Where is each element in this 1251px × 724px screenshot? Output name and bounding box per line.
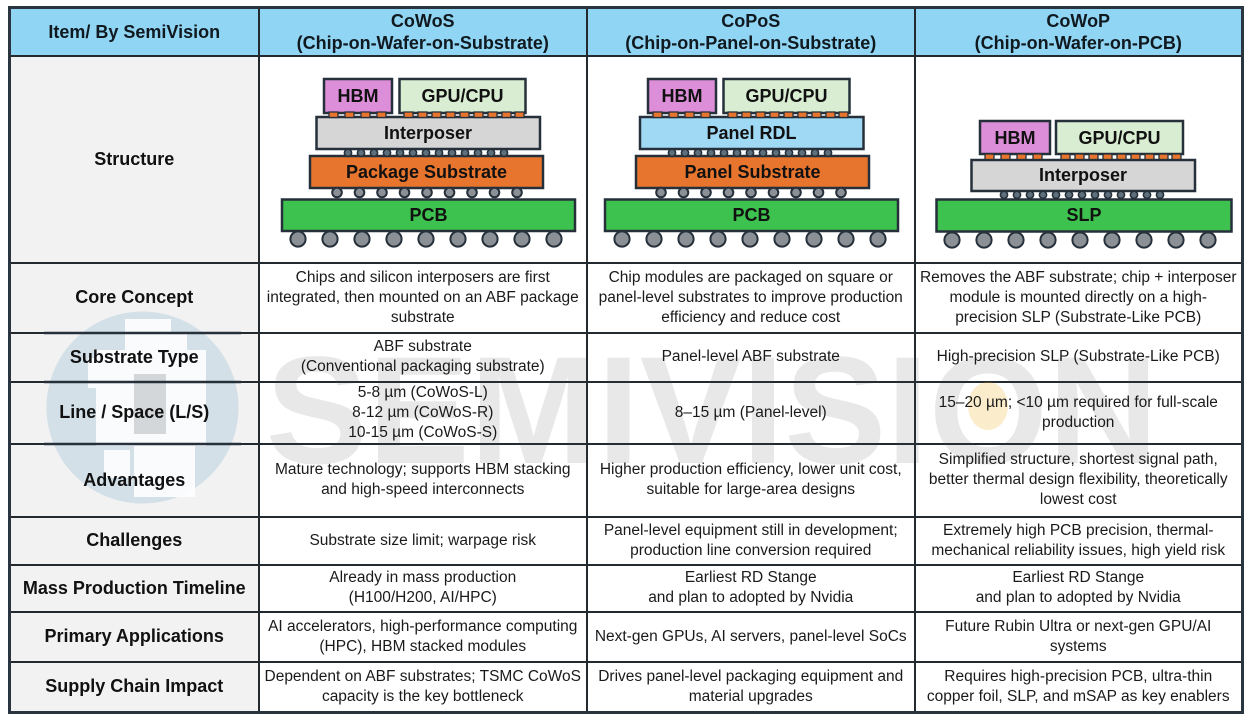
svg-text:Package Substrate: Package Substrate [345,162,506,182]
svg-text:HBM: HBM [337,86,378,106]
svg-text:Panel Substrate: Panel Substrate [684,162,820,182]
svg-text:SLP: SLP [1066,205,1101,225]
svg-text:HBM: HBM [994,128,1035,148]
svg-text:PCB: PCB [409,205,447,225]
svg-text:Panel RDL: Panel RDL [706,123,796,143]
svg-text:GPU/CPU: GPU/CPU [1078,128,1160,148]
svg-text:HBM: HBM [662,86,703,106]
svg-text:GPU/CPU: GPU/CPU [745,86,827,106]
svg-text:PCB: PCB [732,205,770,225]
svg-text:Interposer: Interposer [383,123,471,143]
svg-text:GPU/CPU: GPU/CPU [421,86,503,106]
svg-text:Interposer: Interposer [1038,165,1126,185]
